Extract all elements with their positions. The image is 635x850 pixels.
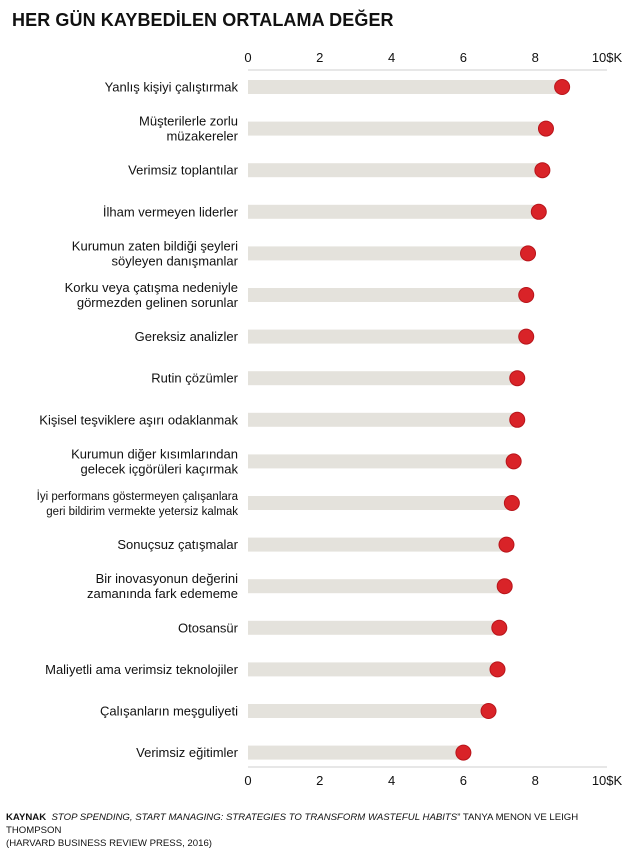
category-label: Kişisel teşviklere aşırı odaklanmak [39,412,238,427]
top-tick-label: 4 [388,50,395,65]
source-label: KAYNAK [6,812,47,823]
category-label: Maliyetli ama verimsiz teknolojiler [45,662,239,677]
bottom-axis: 0 2 4 6 8 10$K [244,766,623,788]
value-dot [509,370,526,387]
source-note: KAYNAK STOP SPENDING, START MANAGING: ST… [6,811,626,850]
bottom-tick-label: 0 [244,773,251,788]
bottom-tick-label: 8 [532,773,539,788]
value-dot [491,619,508,636]
value-track [248,412,518,427]
category-label: Verimsiz toplantılar [128,163,238,178]
value-dots [455,79,571,761]
value-dot [496,578,513,595]
bottom-tick-label: 10$K [592,773,623,788]
category-label: Rutin çözümler [151,371,238,386]
value-track [248,704,489,718]
category-label: Sonuçsuz çatışmalar [117,537,238,552]
top-tick-label: 2 [316,50,323,65]
value-track [248,496,512,510]
value-track [248,204,539,219]
category-label: zamanında fark edememe [87,586,238,601]
category-label: gelecek içgörüleri kaçırmak [80,461,238,476]
category-label: Yanlış kişiyi çalıştırmak [105,80,239,95]
value-track [248,454,514,469]
source-authors: ” TANYA MENON VE LEIGH THOMPSON [6,812,579,836]
value-track [248,620,500,635]
bottom-tick-label: 2 [316,773,323,788]
value-dot [455,744,472,761]
category-label: Korku veya çatışma nedeniyle [65,280,238,295]
bottom-tick-label: 4 [388,773,395,788]
category-label: Bir inovasyonun değerini [96,571,238,586]
value-track [248,288,527,302]
value-dot [534,162,551,179]
value-track [248,579,505,594]
value-dot [509,411,526,428]
category-label: söyleyen danışmanlar [112,253,239,268]
value-dot [518,287,535,303]
value-track [248,662,498,677]
category-label: geri bildirim vermekte yetersiz kalmak [46,506,238,518]
category-label: Verimsiz eğitimler [136,745,239,760]
top-tick-label: 6 [460,50,467,65]
category-label: müzakereler [166,129,238,144]
value-track [248,745,464,760]
top-tick-label: 10$K [592,50,623,65]
value-track [248,371,518,386]
category-label: Müşterilerle zorlu [139,114,238,129]
category-label: Kurumun diğer kısımlarından [71,446,238,461]
value-dot [489,661,506,678]
top-tick-label: 0 [244,50,251,65]
source-book-title: STOP SPENDING, START MANAGING: STRATEGIE… [51,812,458,823]
value-track [248,80,563,94]
value-track [248,246,529,261]
category-label: Otosansür [178,620,239,635]
category-label: görmezden gelinen sorunlar [77,295,239,310]
category-label: Çalışanların meşguliyeti [100,704,238,719]
value-track [248,163,543,178]
value-dot [554,79,571,95]
value-track [248,329,527,344]
value-dot [530,203,547,220]
top-axis: 0 2 4 6 8 10$K [244,50,623,71]
category-label: Gereksiz analizler [135,329,239,344]
category-label: İyi performans göstermeyen çalışanlara [37,490,239,503]
category-label: Kurumun zaten bildiği şeyleri [72,238,238,253]
source-publisher: (HARVARD BUSINESS REVIEW PRESS, 2016) [6,838,212,849]
value-tracks [248,80,563,760]
bottom-tick-label: 6 [460,773,467,788]
value-dot [503,495,520,511]
value-dot [498,536,515,553]
dot-chart: 0 2 4 6 8 10$K Yanlış kişiyi çalıştırmak Müşte… [37,50,623,788]
value-dot [505,453,522,470]
chart-title: HER GÜN KAYBEDİLEN ORTALAMA DEĞER [12,10,394,30]
category-labels: Yanlış kişiyi çalıştırmak Müşterilerle zo… [37,80,239,761]
top-tick-label: 8 [532,50,539,65]
value-track [248,121,546,136]
value-track [248,537,507,552]
value-dot [520,245,537,262]
value-dot [480,703,497,719]
category-label: İlham vermeyen liderler [103,204,239,219]
value-dot [518,328,535,345]
value-dot [537,120,554,137]
